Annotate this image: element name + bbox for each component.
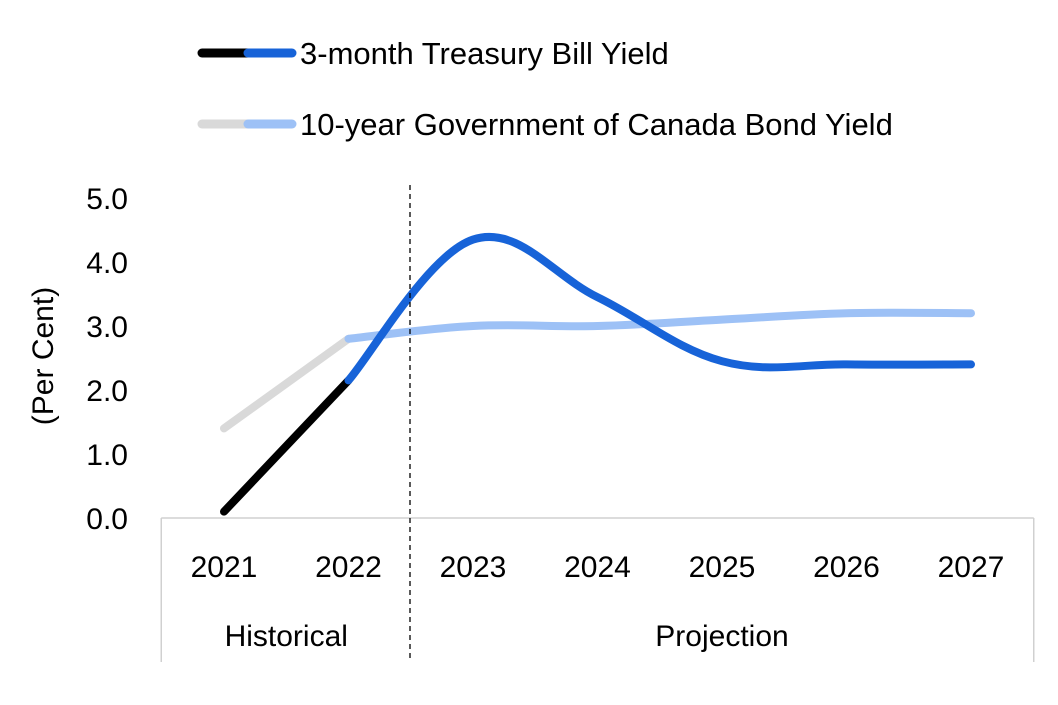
group-label: Historical <box>225 620 348 653</box>
y-tick-label: 2.0 <box>86 375 128 408</box>
series-lines <box>220 233 975 516</box>
y-tick-labels: 0.0 1.0 2.0 3.0 4.0 5.0 <box>86 183 128 536</box>
y-tick-label: 0.0 <box>86 503 128 536</box>
x-tick-label: 2024 <box>564 551 631 584</box>
legend: 3-month Treasury Bill Yield 10-year Gove… <box>197 36 893 142</box>
x-tick-label: 2027 <box>938 551 1005 584</box>
x-tick-label: 2023 <box>440 551 507 584</box>
y-tick-label: 5.0 <box>86 183 128 216</box>
series-line-bond-projection <box>344 308 975 343</box>
series-line-tbill-historical <box>220 376 353 516</box>
x-tick-label: 2026 <box>813 551 880 584</box>
y-tick-label: 4.0 <box>86 247 128 280</box>
x-tick-label: 2022 <box>315 551 382 584</box>
y-axis-label: (Per Cent) <box>27 287 60 425</box>
legend-item-bond: 10-year Government of Canada Bond Yield <box>197 107 893 142</box>
y-tick-label: 3.0 <box>86 311 128 344</box>
x-tick-labels: 2021 2022 2023 2024 2025 2026 2027 <box>191 551 1005 584</box>
y-tick-label: 1.0 <box>86 439 128 472</box>
group-labels: Historical Projection <box>225 620 789 653</box>
series-line-bond-historical <box>220 334 353 433</box>
x-tick-label: 2025 <box>689 551 756 584</box>
category-table <box>160 517 1035 662</box>
legend-item-tbill: 3-month Treasury Bill Yield <box>197 36 669 71</box>
legend-label-tbill: 3-month Treasury Bill Yield <box>300 36 669 71</box>
group-label: Projection <box>655 620 788 653</box>
series-line-tbill-projection <box>344 233 975 385</box>
legend-label-bond: 10-year Government of Canada Bond Yield <box>300 107 893 142</box>
x-tick-label: 2021 <box>191 551 258 584</box>
